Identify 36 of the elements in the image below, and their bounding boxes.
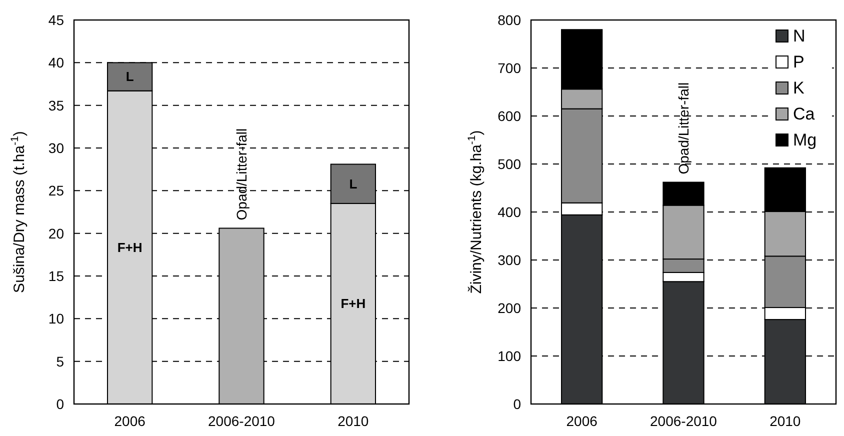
legend-label: Mg xyxy=(793,130,817,150)
y-tick-label: 500 xyxy=(498,156,522,172)
y-tick-label: 30 xyxy=(48,140,64,156)
x-tick-label: 2006 xyxy=(566,413,598,429)
y-tick-label: 300 xyxy=(498,252,522,268)
legend-label: P xyxy=(793,52,804,72)
annotation: Opad/Litter-fall xyxy=(676,82,692,174)
y-tick-label: 40 xyxy=(48,54,64,71)
series-label: F+H xyxy=(117,240,142,255)
y-tick-label: 10 xyxy=(48,310,64,327)
y-tick-label: 25 xyxy=(48,182,64,199)
legend-label: N xyxy=(793,26,806,46)
text: L xyxy=(349,176,358,192)
y-tick-label: 20 xyxy=(48,225,64,242)
y-tick-label: 600 xyxy=(498,108,522,124)
x-tick-label: 2006-2010 xyxy=(650,413,718,429)
y-tick-label: 5 xyxy=(56,353,64,370)
x-tick-label: 2010 xyxy=(338,413,369,429)
legend-label: K xyxy=(793,78,805,98)
y-tick-label: 15 xyxy=(48,268,64,284)
legend-label: Ca xyxy=(793,104,816,124)
y-tick-label: 800 xyxy=(498,12,522,28)
y-tick-label: 400 xyxy=(498,204,522,220)
y-tick-label: 0 xyxy=(56,396,64,412)
y-tick-label: 700 xyxy=(498,60,522,76)
y-tick-label: 35 xyxy=(48,97,64,114)
text: F+H xyxy=(340,296,366,312)
y-tick-label: 100 xyxy=(498,348,522,364)
x-tick-label: 2006-2010 xyxy=(208,413,276,429)
annotation: Opad/Litter-fall xyxy=(234,128,250,220)
series-label: L xyxy=(126,69,134,84)
y-tick-label: 0 xyxy=(513,396,522,412)
x-tick-label: 2006 xyxy=(114,413,146,429)
x-tick-label: 2010 xyxy=(770,413,801,429)
y-tick-label: 45 xyxy=(48,12,64,28)
y-tick-label: 200 xyxy=(498,300,522,316)
